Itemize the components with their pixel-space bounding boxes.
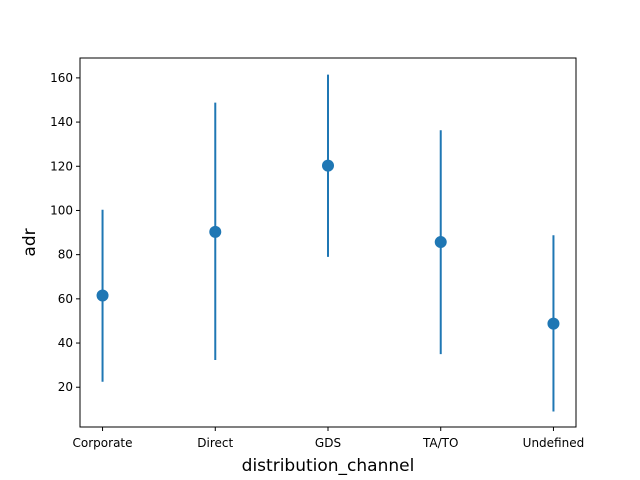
data-point bbox=[322, 159, 334, 172]
plot-frame bbox=[79, 57, 577, 428]
ticks-layer: 20 40 60 80 100 120 140 160 Corporate Direct GDS TA… bbox=[50, 71, 584, 450]
y-tick-label: 40 bbox=[58, 336, 73, 350]
y-tick-label: 100 bbox=[50, 203, 73, 217]
data-point bbox=[96, 289, 109, 302]
x-tick-label: TA/TO bbox=[422, 436, 458, 450]
y-axis-label: adr bbox=[20, 228, 40, 256]
y-tick-label: 80 bbox=[58, 248, 73, 262]
data-point bbox=[434, 236, 447, 249]
x-tick-label: GDS bbox=[315, 436, 341, 450]
x-tick-label: Direct bbox=[197, 436, 233, 450]
y-tick-label: 160 bbox=[50, 71, 73, 85]
y-tick-label: 120 bbox=[50, 159, 73, 173]
marks-layer bbox=[96, 74, 560, 412]
y-tick-label: 140 bbox=[50, 115, 73, 129]
data-point bbox=[209, 225, 222, 238]
x-tick-label: Undefined bbox=[523, 436, 585, 450]
x-axis-label: distribution_channel bbox=[242, 456, 415, 476]
data-point bbox=[547, 317, 560, 330]
x-tick-label: Corporate bbox=[73, 436, 133, 450]
y-tick-label: 20 bbox=[58, 380, 73, 394]
y-tick-label: 60 bbox=[58, 292, 73, 306]
